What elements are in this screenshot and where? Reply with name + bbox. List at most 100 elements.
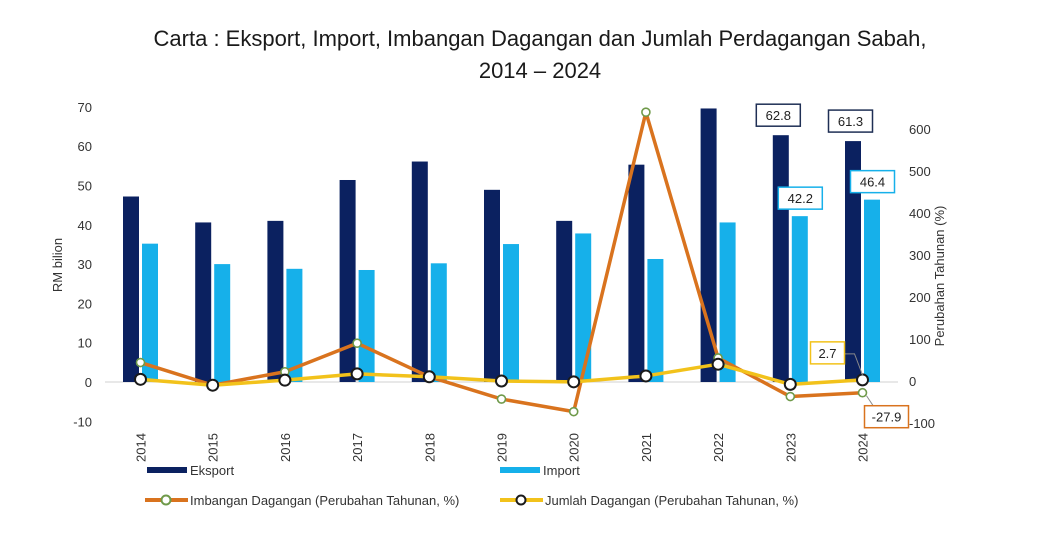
bar-import [503, 244, 519, 382]
x-tick-label: 2017 [350, 433, 365, 462]
data-label-imbangan: -27.9 [872, 410, 902, 425]
point-imbangan [857, 387, 868, 398]
y-axis-label: RM bilion [50, 238, 65, 292]
bar-import [358, 269, 375, 382]
data-labels: 62.8 61.3 42.2 46.4 2.7 -27.9 [755, 103, 910, 429]
x-axis-ticks: 2014 2015 2016 2017 2018 2019 2020 2021 2022 2023… [134, 433, 871, 462]
x-tick-label: 2014 [134, 433, 149, 462]
legend-label-import: Import [543, 463, 580, 478]
bar-eksport [411, 161, 428, 382]
y2-tick-label: 0 [909, 374, 916, 389]
data-label-eksport: 62.8 [766, 108, 791, 123]
bar-import [286, 268, 303, 382]
point-imbangan [352, 338, 362, 349]
bar-import [647, 258, 664, 382]
y-tick-label: 50 [78, 179, 92, 194]
point-imbangan [785, 391, 796, 402]
x-tick-label: 2024 [856, 433, 871, 462]
chart-subtitle: 2014 – 2024 [479, 58, 601, 83]
point-jumlah [278, 373, 292, 387]
bar-import [575, 233, 592, 382]
x-tick-label: 2016 [278, 433, 293, 462]
y2-tick-label: 100 [909, 332, 931, 347]
bar-eksport [195, 222, 212, 382]
y2-tick-label: 600 [909, 122, 931, 137]
legend: Eksport Import Imbangan Dagangan (Peruba… [145, 463, 798, 508]
point-jumlah [495, 374, 508, 388]
data-label-jumlah-box [809, 341, 846, 365]
data-label-import-box [849, 169, 896, 194]
point-imbangan [641, 107, 651, 117]
y2-axis-label: Perubahan Tahunan (%) [932, 206, 947, 347]
bar-import [142, 243, 158, 382]
y-tick-label: 70 [78, 100, 92, 115]
bar-eksport [845, 141, 861, 382]
point-jumlah [711, 357, 725, 371]
x-tick-label: 2020 [567, 433, 582, 462]
point-jumlah [783, 377, 797, 391]
x-tick-label: 2021 [639, 433, 654, 462]
y-tick-label: 60 [78, 139, 92, 154]
y2-tick-label: 500 [909, 164, 931, 179]
point-imbangan [496, 394, 507, 404]
bar-eksport [556, 220, 573, 382]
chart-title: Carta : Eksport, Import, Imbangan Dagang… [154, 26, 927, 51]
bar-eksport [267, 220, 284, 382]
point-imbangan [135, 357, 146, 368]
data-label-import-box [777, 186, 824, 210]
y-tick-label: 10 [78, 336, 92, 351]
legend-label-jumlah: Jumlah Dagangan (Perubahan Tahunan, %) [545, 493, 798, 508]
y2-tick-label: 200 [909, 290, 931, 305]
x-tick-label: 2019 [495, 433, 510, 462]
bar-eksport [628, 164, 645, 382]
legend-swatch-eksport [147, 467, 187, 473]
point-jumlah [422, 370, 436, 384]
legend-swatch-import [500, 467, 540, 473]
bar-import [214, 264, 231, 382]
data-label-import: 42.2 [788, 191, 813, 206]
legend-label-imbangan: Imbangan Dagangan (Perubahan Tahunan, %) [190, 493, 459, 508]
x-tick-label: 2023 [783, 433, 798, 462]
point-jumlah [856, 373, 869, 387]
point-jumlah [350, 367, 364, 381]
bar-eksport [123, 196, 139, 382]
data-label-eksport-box [827, 109, 874, 133]
data-label-eksport: 61.3 [838, 114, 863, 129]
legend-label-eksport: Eksport [190, 463, 234, 478]
legend-marker-jumlah [515, 494, 527, 506]
data-label-import: 46.4 [860, 175, 885, 190]
y-tick-label: -10 [73, 414, 92, 429]
x-tick-label: 2015 [206, 433, 221, 462]
y-axis-ticks: 70 60 50 40 30 20 10 0 -10 [73, 100, 92, 429]
y-tick-label: 20 [78, 296, 92, 311]
lines [134, 107, 869, 417]
y-tick-label: 0 [85, 375, 92, 390]
point-imbangan [568, 406, 579, 417]
y2-tick-label: 400 [909, 206, 931, 221]
data-label-eksport-box [755, 103, 802, 127]
y2-tick-label: -100 [909, 416, 935, 431]
point-jumlah [567, 375, 581, 389]
y2-axis-ticks: 600 500 400 300 200 100 0 -100 [909, 122, 935, 431]
y-tick-label: 40 [78, 218, 92, 233]
point-jumlah [206, 378, 220, 392]
data-label-imbangan-box [863, 404, 910, 429]
point-jumlah [639, 369, 653, 383]
y2-tick-label: 300 [909, 248, 931, 263]
point-jumlah [134, 372, 147, 386]
bar-eksport [772, 135, 789, 382]
bar-import [719, 222, 736, 382]
x-tick-label: 2018 [422, 433, 437, 462]
bar-eksport [484, 189, 500, 382]
legend-marker-imbangan [160, 494, 172, 506]
x-tick-label: 2022 [711, 433, 726, 462]
y-tick-label: 30 [78, 257, 92, 272]
bar-import [864, 199, 880, 382]
line-imbangan [139, 110, 863, 414]
bar-import [430, 263, 447, 382]
bars [123, 108, 880, 383]
data-label-jumlah: 2.7 [818, 346, 836, 361]
bar-eksport [339, 179, 356, 382]
bar-import [791, 216, 808, 382]
